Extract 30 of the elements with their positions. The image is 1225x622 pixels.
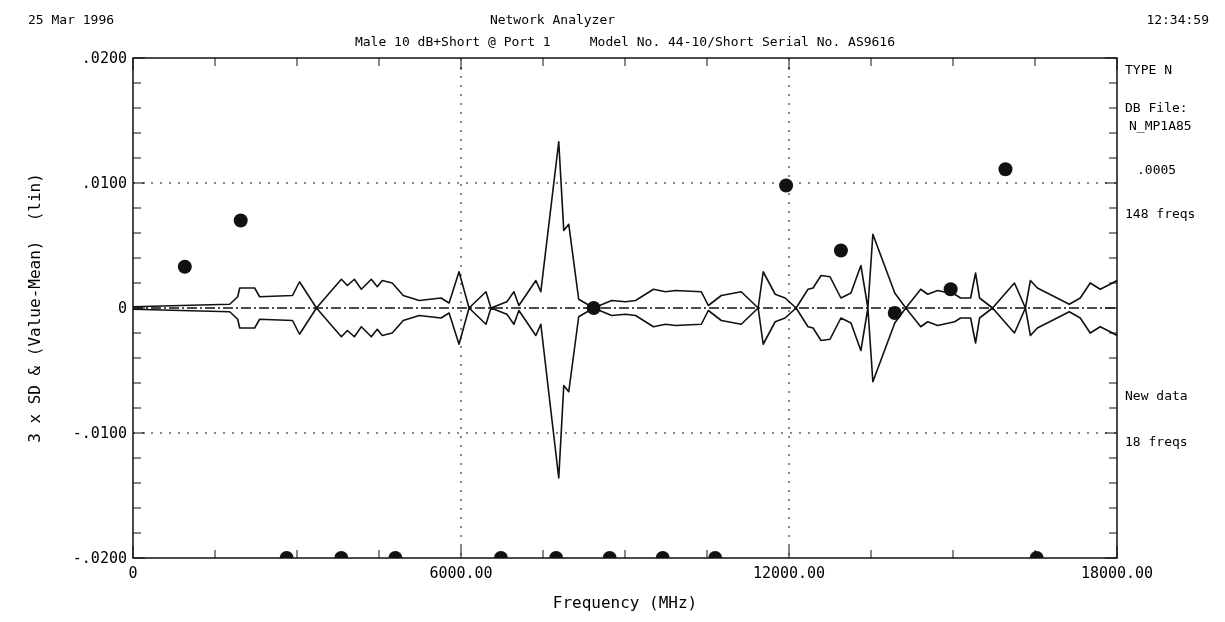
y-tick-label: .0100 bbox=[81, 174, 127, 192]
text: 148 freqs bbox=[1125, 206, 1196, 221]
y-tick-label: -.0200 bbox=[72, 549, 127, 567]
point bbox=[943, 282, 958, 297]
point bbox=[887, 306, 902, 320]
y-tick-label: .0200 bbox=[81, 49, 127, 67]
y-axis-title: 3 x SD & (Value-Mean) (lin) bbox=[25, 173, 44, 443]
text: New data bbox=[1125, 388, 1188, 403]
point bbox=[833, 243, 848, 258]
point bbox=[177, 259, 192, 274]
x-tick-label: 0 bbox=[128, 564, 138, 582]
text: 18 freqs bbox=[1125, 434, 1188, 449]
chart-title: Network Analyzer bbox=[489, 12, 616, 27]
point bbox=[779, 178, 794, 193]
x-tick-label: 18000.00 bbox=[1080, 564, 1154, 582]
point bbox=[233, 213, 248, 228]
text: 25 Mar 1996 bbox=[28, 12, 115, 27]
chart-subtitle: Male 10 dB+Short @ Port 1 Model No. 44-10/Short Serial No. AS9616 bbox=[354, 34, 896, 49]
text: DB File: bbox=[1125, 100, 1188, 115]
text: .0005 bbox=[1137, 162, 1177, 177]
text: TYPE N bbox=[1125, 62, 1172, 77]
text: N_MP1A85 bbox=[1129, 118, 1192, 133]
x-tick-label: 6000.00 bbox=[429, 564, 493, 582]
text: 12:34:59 bbox=[1146, 12, 1209, 27]
y-tick-label: 0 bbox=[117, 299, 127, 317]
y-tick-label: -.0100 bbox=[72, 424, 127, 442]
x-axis-title: Frequency (MHz) bbox=[552, 593, 698, 612]
point bbox=[998, 162, 1013, 177]
x-tick-label: 12000.00 bbox=[752, 564, 826, 582]
point bbox=[586, 301, 601, 315]
